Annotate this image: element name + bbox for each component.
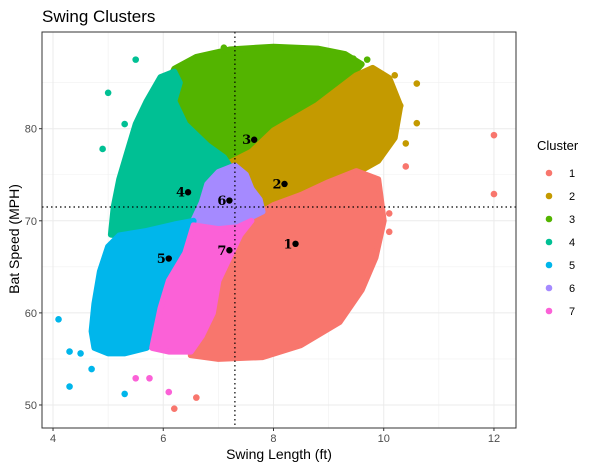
center-label-4: 4: [176, 186, 185, 201]
legend-label-1: 1: [569, 168, 575, 180]
legend-key-7: [545, 307, 553, 315]
point-cluster-1: [385, 210, 393, 217]
cluster-region-7: [149, 217, 255, 355]
point-cluster-4: [99, 145, 106, 153]
legend-key-3: [545, 215, 553, 223]
point-cluster-7: [132, 374, 139, 382]
point-cluster-5: [66, 383, 73, 390]
center-point-3: [250, 136, 258, 143]
x-axis-title: Swing Length (ft): [226, 446, 332, 462]
legend-label-3: 3: [569, 214, 575, 226]
legend-key-4: [545, 238, 553, 246]
center-point-5: [165, 255, 172, 262]
point-cluster-4: [104, 89, 112, 97]
y-tick-label: 70: [25, 216, 37, 228]
cluster-regions: [88, 43, 404, 362]
legend-key-5: [545, 261, 553, 269]
x-tick-label: 8: [270, 433, 276, 445]
point-cluster-5: [77, 350, 84, 357]
legend-label-5: 5: [569, 260, 575, 272]
point-cluster-7: [146, 374, 153, 382]
point-cluster-5: [66, 348, 73, 355]
legend-label-4: 4: [569, 237, 575, 249]
point-cluster-3: [220, 44, 228, 51]
point-cluster-1: [402, 163, 410, 170]
point-cluster-1: [490, 131, 498, 139]
center-label-2: 2: [272, 177, 281, 192]
chart-title: Swing Clusters: [42, 7, 155, 26]
point-cluster-4: [121, 120, 128, 128]
legend-key-6: [545, 284, 553, 292]
y-tick-label: 50: [25, 400, 37, 412]
legend-key-1: [545, 169, 553, 177]
point-cluster-7: [165, 388, 173, 396]
y-tick-label: 60: [25, 308, 37, 320]
point-cluster-5: [121, 390, 128, 398]
x-axis-ticks: 4 6 8 10 12: [50, 428, 500, 445]
center-point-2: [281, 180, 288, 188]
point-cluster-2: [396, 102, 404, 109]
x-tick-label: 4: [50, 433, 56, 445]
point-cluster-3: [363, 56, 371, 63]
point-cluster-2: [391, 71, 399, 79]
point-cluster-4: [132, 56, 139, 63]
legend: Cluster 1 2 3 4 5 6 7: [537, 138, 579, 318]
point-cluster-1: [490, 190, 498, 198]
point-cluster-2: [402, 140, 410, 147]
legend-label-6: 6: [569, 283, 575, 295]
center-label-5: 5: [157, 252, 166, 267]
point-cluster-1: [374, 185, 382, 192]
plot-border: [41, 31, 517, 429]
legend-label-2: 2: [569, 191, 575, 203]
legend-key-2: [545, 192, 553, 200]
legend-label-7: 7: [569, 306, 575, 318]
center-point-6: [226, 197, 233, 204]
center-label-7: 7: [217, 244, 226, 259]
y-tick-label: 80: [25, 124, 37, 136]
scatter-points: [55, 44, 498, 412]
center-point-4: [184, 189, 192, 196]
point-cluster-5: [55, 316, 62, 323]
center-label-3: 3: [242, 133, 251, 148]
point-cluster-2: [413, 119, 421, 127]
reference-lines: [42, 32, 516, 428]
point-cluster-1: [193, 394, 200, 401]
legend-title: Cluster: [537, 138, 579, 153]
y-axis-ticks: 50 60 70 80: [25, 124, 42, 412]
x-tick-label: 6: [160, 433, 166, 445]
point-cluster-1: [170, 405, 178, 412]
center-point-7: [226, 247, 233, 254]
x-tick-label: 12: [488, 433, 500, 445]
y-axis-title: Bat Speed (MPH): [6, 184, 22, 294]
center-point-1: [292, 240, 299, 248]
point-cluster-1: [385, 228, 393, 236]
center-label-1: 1: [283, 237, 292, 252]
point-cluster-3: [350, 55, 357, 63]
cluster-centers: 1 2 3 4 5 6 7: [157, 133, 299, 267]
point-cluster-5: [88, 365, 95, 373]
point-cluster-2: [413, 80, 421, 87]
center-label-6: 6: [217, 194, 226, 209]
x-tick-label: 10: [378, 433, 390, 445]
